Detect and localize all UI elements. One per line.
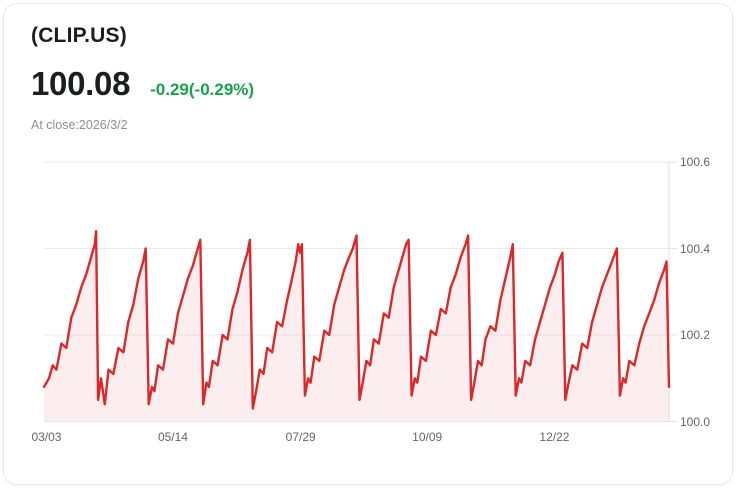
x-axis-label: 03/03 (31, 430, 62, 444)
x-axis-label: 10/09 (412, 430, 443, 444)
price-change: -0.29(-0.29%) (150, 80, 255, 99)
y-axis-label: 100.6 (680, 155, 711, 169)
price-line (42, 230, 671, 410)
y-axis-label: 100.4 (680, 241, 711, 256)
last-price: 100.08 (31, 65, 131, 102)
x-axis-label: 07/29 (285, 430, 316, 444)
quote-header: (CLIP.US) 100.08 -0.29(-0.29%) At close:… (31, 24, 254, 132)
x-axis-label: 12/22 (539, 430, 570, 444)
quote-card: (CLIP.US) 100.08 -0.29(-0.29%) At close:… (3, 3, 733, 485)
y-axis-label: 100.2 (680, 328, 711, 342)
price-chart[interactable]: 100.6 100.4 100.2 100.0 03/03 05/14 07/29 10/09… (4, 4, 736, 492)
ticker-symbol: (CLIP.US) (31, 24, 127, 47)
chart-plot-area[interactable] (42, 161, 678, 425)
y-axis-label: 100.0 (680, 414, 711, 429)
x-axis-label: 05/14 (157, 430, 188, 444)
price-row: 100.08 -0.29(-0.29%) (31, 65, 254, 103)
at-close-note: At close:2026/3/2 (31, 118, 128, 132)
